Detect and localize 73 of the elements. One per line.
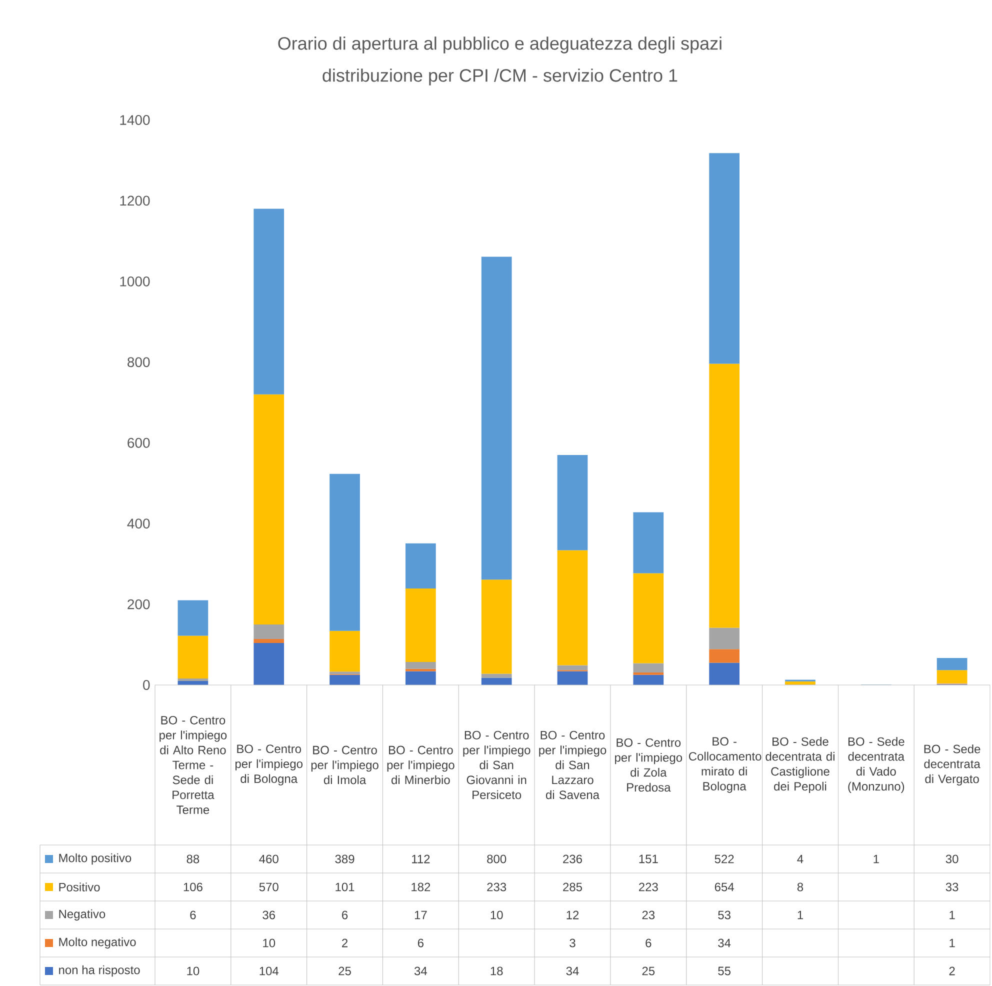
data-label: 1 [950,938,955,948]
data-label: 2 [949,966,955,976]
x-tick-label: BO - Sede decentrata di Castiglione dei Pepoli [766,737,834,793]
x-tick-label: BO - Centro per l'impiego di Minerbio [387,746,454,784]
y-tick-label: 0 [143,680,150,690]
data-label: 182 [412,882,430,892]
data-label: 55 [718,966,730,976]
data-label: 151 [639,854,658,864]
data-label: 570 [259,882,278,892]
data-label: 389 [335,854,354,864]
y-tick-label: 1000 [120,276,150,286]
data-label: 3 [570,938,576,948]
y-tick-label: 200 [128,599,150,610]
data-label: 10 [263,938,276,948]
data-label: 8 [797,882,804,892]
data-label: 25 [642,966,655,976]
legend-label: Negativo [59,909,106,921]
data-label: 34 [414,966,427,976]
data-label: 6 [190,910,196,920]
chart-subtitle: distribuzione per CPI /CM - servizio Centro 1 [322,68,678,86]
data-label: 4 [797,854,804,864]
data-label: 18 [490,966,503,976]
legend-label: Molto positivo [59,853,132,865]
legend-label: non ha risposto [59,965,140,977]
data-label: 10 [187,966,200,976]
data-label: 1 [798,910,803,920]
data-label: 23 [642,910,655,920]
data-label: 106 [184,882,202,892]
chart-title: Orario di apertura al pubblico e adeguatezza degli spazi [278,36,722,54]
x-tick-label: BO - Centro per l'impiego di Imola [311,746,378,784]
y-tick-label: 1400 [120,115,150,125]
x-tick-label: BO - Centro per l'impiego di San Giovanni in Persiceto [463,730,530,800]
data-label: 522 [714,854,734,864]
data-label: 88 [186,854,200,864]
data-label: 6 [418,938,424,948]
y-tick-label: 800 [128,357,150,368]
data-label: 654 [714,882,734,892]
data-label: 285 [563,882,582,892]
data-label: 223 [639,882,658,892]
legend-label: Molto negativo [59,937,136,949]
data-label: 233 [487,882,506,892]
y-tick-label: 400 [127,518,150,529]
data-label: 6 [342,910,348,920]
data-label: 236 [563,854,582,864]
data-label: 1 [950,910,955,920]
data-label: 33 [946,882,958,892]
x-tick-label: BO - Centro per l'impiego di San Lazzaro di Savena [539,730,606,800]
data-label: 101 [336,882,354,892]
data-label: 104 [260,966,279,976]
data-label: 53 [718,910,730,920]
data-label: 6 [646,938,652,948]
data-label: 12 [566,910,579,920]
data-label: 36 [262,910,276,920]
x-tick-label: BO - Collocamento mirato di Bologna [688,737,762,793]
x-tick-label: BO - Centro per l'impiego di Alto Reno Terme - Sede di Porretta Terme [160,716,227,814]
data-label: 30 [946,854,958,864]
y-tick-label: 1200 [120,196,150,206]
data-label: 800 [487,854,506,864]
data-label: 17 [414,910,427,920]
x-tick-label: BO - Centro per l'impiego di Zola Predosa [615,738,682,792]
x-tick-label: BO - Centro per l'impiego di Bologna [235,744,303,786]
x-tick-label: BO - Sede decentrata di Vado (Monzuno) [848,737,904,793]
data-label: 25 [338,966,351,976]
data-label: 460 [259,854,278,864]
x-tick-label: BO - Sede decentrata di Vergato [924,744,980,786]
y-tick-label: 600 [128,438,150,448]
data-label: 10 [490,910,503,920]
data-label: 34 [566,966,579,976]
legend-label: Positivo [59,882,100,892]
data-label: 112 [412,854,430,864]
data-label: 2 [342,938,348,948]
data-label: 1 [874,854,879,864]
data-label: 34 [718,938,731,948]
